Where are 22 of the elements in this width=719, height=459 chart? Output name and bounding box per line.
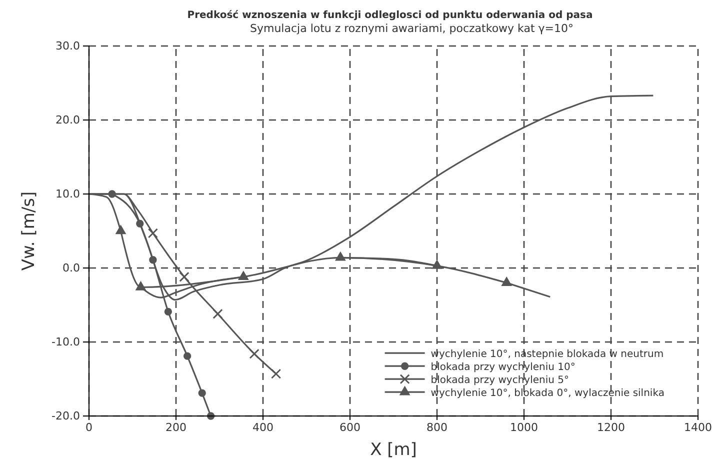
x-tick-label: 200 [166, 420, 186, 434]
y-tick-label: 10.0 [56, 188, 80, 201]
legend-label: blokada przy wychyleniu 5° [430, 375, 570, 386]
y-tick-label: 30.0 [56, 40, 80, 53]
legend-label: wychylenie 10°, nastepnie blokada w neutrum [430, 349, 664, 360]
chart-title: Predkość wznoszenia w funkcji odleglosci od punktu oderwania od pasa [187, 9, 593, 21]
y-axis-title: Vw. [m/s] [19, 191, 39, 271]
y-tick-label: -20.0 [52, 410, 80, 423]
legend-label: blokada przy wychyleniu 10° [430, 362, 576, 374]
x-tick-label: 1400 [684, 420, 712, 434]
x-tick-label: 1000 [510, 420, 538, 434]
x-axis-title: X [m] [370, 440, 417, 459]
x-tick-label: 1200 [597, 420, 625, 434]
y-tick-label: 0.0 [62, 262, 80, 275]
chart-subtitle: Symulacja lotu z roznymi awariami, poczatkowy kat γ=10° [250, 22, 574, 35]
legend-label: wychylenie 10°, blokada 0°, wylaczenie silnika [430, 388, 664, 400]
y-tick-label: 20.0 [56, 114, 80, 127]
y-tick-label: -10.0 [52, 336, 80, 349]
x-tick-label: 600 [340, 420, 360, 434]
x-tick-label: 800 [426, 420, 448, 434]
x-tick-label: 400 [252, 420, 274, 434]
x-tick-label: 0 [86, 420, 92, 434]
